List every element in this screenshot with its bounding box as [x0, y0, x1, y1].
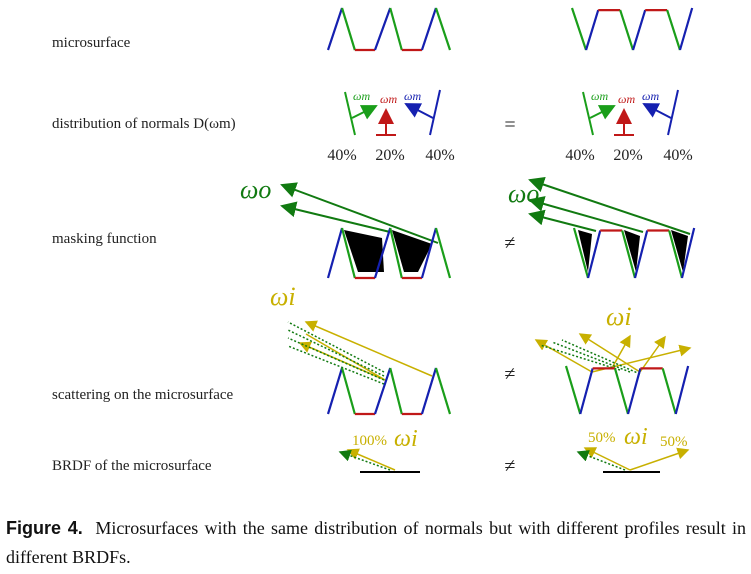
- row-label: BRDF of the microsurface: [52, 458, 212, 474]
- profile-facet: [674, 365, 690, 415]
- caption-label: Figure 4.: [6, 518, 83, 538]
- normal-symbol: ωm: [618, 92, 635, 106]
- normals-left: [344, 89, 441, 136]
- profile-facet: [373, 367, 392, 415]
- profile-facet: [626, 368, 642, 415]
- percentage: 40%: [425, 147, 454, 164]
- profile-facet: [389, 367, 403, 415]
- normal-symbol: ωm: [642, 89, 659, 103]
- shadow: [624, 230, 640, 272]
- shadow: [671, 230, 688, 272]
- shadow: [392, 230, 432, 272]
- masking-rays: [280, 176, 691, 244]
- caption-text: Microsurfaces with the same distribution…: [6, 518, 746, 567]
- profile-facet: [434, 7, 452, 51]
- relation: ≠: [505, 455, 516, 477]
- normal-symbol: ωm: [380, 92, 397, 106]
- profile-facet: [434, 367, 452, 415]
- profile-facet: [326, 367, 344, 415]
- row-label: scattering on the microsurface: [52, 387, 234, 403]
- profile-facet: [661, 368, 677, 415]
- profile-facet: [631, 9, 647, 51]
- caption: Figure 4. Microsurfaces with the same di…: [6, 514, 746, 572]
- profile-facet: [420, 227, 438, 279]
- row-label: masking function: [52, 231, 157, 247]
- profile-facet: [326, 227, 344, 279]
- normal-symbol: ωm: [353, 89, 370, 103]
- profile-facet: [666, 9, 682, 51]
- percentage: 40%: [327, 147, 356, 164]
- brdf-percentage: 100%: [352, 433, 387, 449]
- profile-facet: [633, 230, 649, 279]
- scatter-dotted: [287, 321, 641, 385]
- row-label: microsurface: [52, 35, 131, 51]
- omega-o: ωo: [240, 175, 271, 204]
- profile-facet: [668, 230, 684, 279]
- profile-facet: [619, 9, 635, 51]
- profile-facet: [572, 227, 590, 279]
- profile-facet: [586, 230, 602, 279]
- profile-facet: [678, 7, 694, 51]
- profile-facet: [373, 7, 392, 51]
- relation: ≠: [505, 363, 516, 385]
- relation: ≠: [505, 232, 516, 254]
- figure: microsurface distribution of normals D(ω…: [52, 7, 696, 477]
- profile-facet: [420, 367, 438, 415]
- omega-i: ωi: [624, 424, 648, 450]
- relation: =: [504, 114, 515, 136]
- profile-facet: [584, 9, 600, 51]
- normals-right: [582, 89, 679, 136]
- omega-i: ωi: [270, 282, 296, 311]
- brdf-right: [576, 447, 690, 473]
- row-label: distribution of normals D(ωm): [52, 116, 236, 132]
- percentage: 20%: [375, 147, 404, 164]
- percentage: 20%: [613, 147, 642, 164]
- shadow: [578, 230, 592, 272]
- profile-facet: [680, 227, 696, 279]
- profile-facet: [579, 368, 594, 415]
- brdf-percentage: 50%: [660, 434, 688, 450]
- profile-facet: [340, 367, 356, 415]
- profile-facet: [340, 227, 356, 279]
- profile-facet: [564, 365, 582, 415]
- shadow: [344, 230, 384, 272]
- omega-i: ωi: [606, 302, 632, 331]
- percentage: 40%: [663, 147, 692, 164]
- percentage: 40%: [565, 147, 594, 164]
- omega-i: ωi: [394, 426, 418, 452]
- profile-facet: [570, 7, 588, 51]
- profile-facet: [373, 227, 392, 279]
- profile-facet: [389, 7, 403, 51]
- profile-facet: [434, 227, 452, 279]
- profile-facet: [420, 7, 438, 51]
- brdf-left: [338, 448, 420, 473]
- profile-facet: [621, 230, 637, 279]
- profile-facet: [389, 227, 403, 279]
- normal-symbol: ωm: [404, 89, 421, 103]
- profile-facet: [613, 368, 630, 415]
- brdf-percentage: 50%: [588, 430, 616, 446]
- profile-facet: [326, 7, 344, 51]
- profile-facet: [340, 7, 356, 51]
- omega-o: ωo: [508, 179, 539, 208]
- normal-symbol: ωm: [591, 89, 608, 103]
